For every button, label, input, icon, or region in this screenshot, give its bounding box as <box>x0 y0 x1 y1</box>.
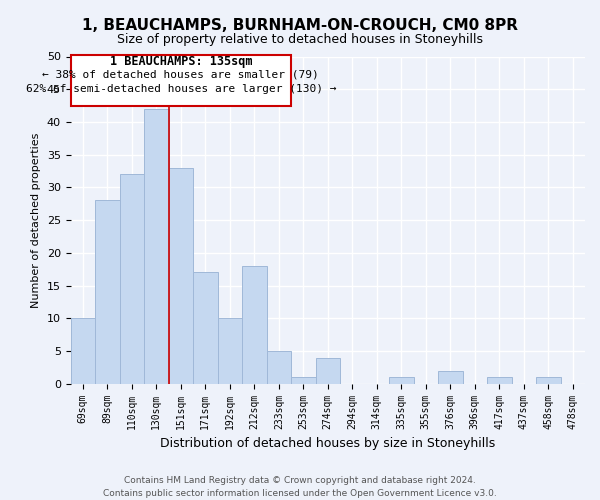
FancyBboxPatch shape <box>71 55 291 106</box>
Bar <box>438 370 463 384</box>
Bar <box>169 168 193 384</box>
Bar <box>266 351 291 384</box>
Bar <box>218 318 242 384</box>
Text: 62% of semi-detached houses are larger (130) →: 62% of semi-detached houses are larger (… <box>26 84 336 94</box>
Text: 1, BEAUCHAMPS, BURNHAM-ON-CROUCH, CM0 8PR: 1, BEAUCHAMPS, BURNHAM-ON-CROUCH, CM0 8P… <box>82 18 518 32</box>
Text: 1 BEAUCHAMPS: 135sqm: 1 BEAUCHAMPS: 135sqm <box>110 55 252 68</box>
Bar <box>71 318 95 384</box>
Text: ← 38% of detached houses are smaller (79): ← 38% of detached houses are smaller (79… <box>43 70 319 80</box>
Bar <box>536 377 560 384</box>
Bar <box>316 358 340 384</box>
Text: Size of property relative to detached houses in Stoneyhills: Size of property relative to detached ho… <box>117 32 483 46</box>
Bar <box>389 377 413 384</box>
Bar <box>242 266 266 384</box>
Bar <box>119 174 144 384</box>
Bar <box>144 109 169 384</box>
Bar <box>291 377 316 384</box>
X-axis label: Distribution of detached houses by size in Stoneyhills: Distribution of detached houses by size … <box>160 437 496 450</box>
Y-axis label: Number of detached properties: Number of detached properties <box>31 132 41 308</box>
Bar <box>193 272 218 384</box>
Bar <box>487 377 512 384</box>
Text: Contains HM Land Registry data © Crown copyright and database right 2024.
Contai: Contains HM Land Registry data © Crown c… <box>103 476 497 498</box>
Bar <box>95 200 119 384</box>
